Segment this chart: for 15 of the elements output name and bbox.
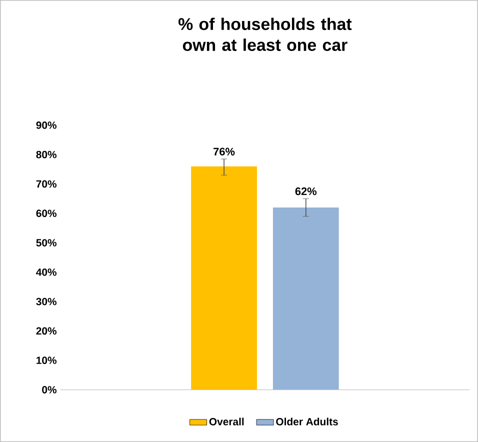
chart-title: % of households that own at least one car bbox=[178, 18, 352, 51]
y-tick-label: 30% bbox=[36, 298, 56, 306]
y-tick-label: 60% bbox=[36, 210, 56, 218]
y-tick-label: 80% bbox=[36, 150, 56, 158]
y-tick-label: 90% bbox=[36, 121, 56, 129]
y-tick-label: 70% bbox=[36, 180, 56, 188]
y-tick-label: 40% bbox=[36, 268, 56, 276]
legend-label: Overall bbox=[209, 418, 244, 426]
data-label: 76% bbox=[214, 148, 235, 156]
y-tick-label: 20% bbox=[36, 327, 56, 335]
legend-label: Older Adults bbox=[276, 418, 338, 426]
y-tick-label: 50% bbox=[36, 239, 56, 246]
y-tick-label: 0% bbox=[42, 386, 57, 394]
data-label: 62% bbox=[295, 187, 317, 196]
y-tick-label: 10% bbox=[36, 356, 56, 364]
